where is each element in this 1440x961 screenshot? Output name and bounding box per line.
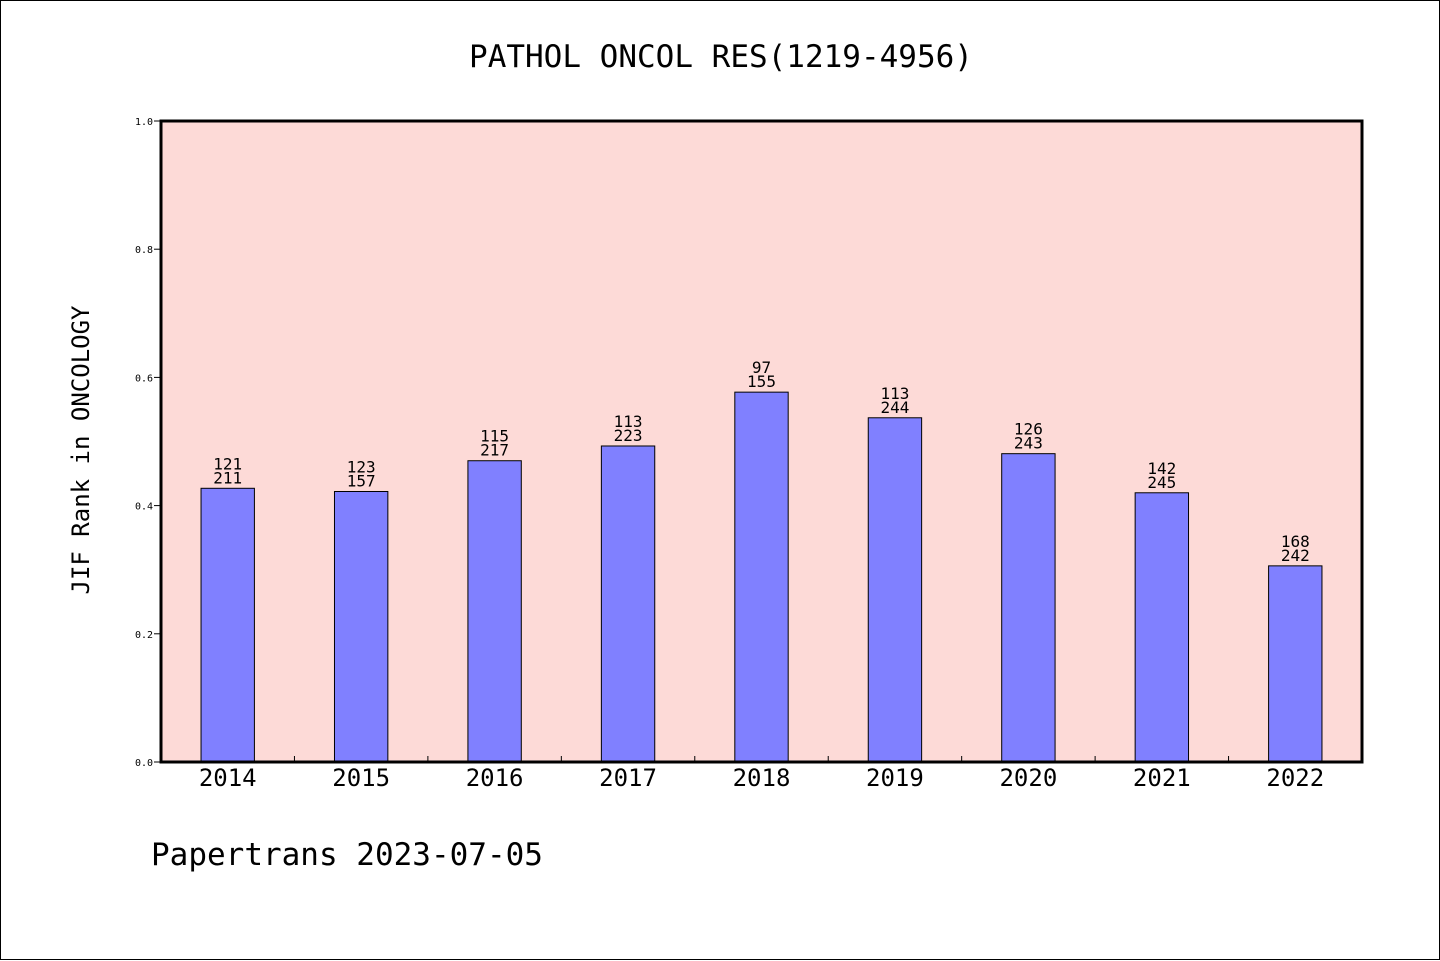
x-tick-label: 2021 [1133,764,1191,792]
bar-series [200,391,1323,763]
x-tick-label: 2020 [999,764,1057,792]
rank-label: 121 [213,454,242,473]
bar [867,417,923,763]
x-tick-label: 2015 [332,764,390,792]
total-label: 242 [1281,546,1310,565]
rank-label: 113 [614,412,643,431]
rank-label: 123 [347,457,376,476]
bar [1134,492,1190,763]
total-label: 155 [747,372,776,391]
y-tick-label: 0.4 [135,502,153,513]
x-axis-ticks: 2014 2015 2016 2017 2018 2019 2020 2021 2022 [199,756,1324,792]
x-tick-label: 2014 [199,764,257,792]
total-label: 245 [1147,473,1176,492]
source-footer: Papertrans 2023-07-05 [151,837,543,873]
total-label: 223 [614,426,643,445]
x-tick-label: 2018 [733,764,791,792]
rank-label: 142 [1147,459,1176,478]
rank-label: 97 [752,358,771,377]
bar [200,487,255,763]
x-tick-label: 2016 [466,764,524,792]
y-tick-label: 1.0 [135,117,153,128]
rank-label: 126 [1014,420,1043,439]
x-tick-label: 2019 [866,764,924,792]
bar [467,460,522,763]
total-label: 244 [880,398,909,417]
y-tick-label: 0.8 [135,245,153,256]
rank-label: 113 [880,384,909,403]
y-axis-label: JIF Rank in ONCOLOGY [67,305,95,595]
bar [600,445,656,763]
y-tick-label: 0.6 [135,373,153,384]
y-tick-label: 0.0 [135,758,153,769]
bar [734,391,789,763]
bar [1268,565,1323,763]
total-label: 211 [213,468,242,487]
rank-label: 115 [480,427,509,446]
plot-border [159,119,1364,764]
rank-label: 168 [1281,532,1310,551]
bar [1001,453,1056,763]
total-label: 243 [1014,434,1043,453]
x-tick-label: 2017 [599,764,657,792]
x-tick-label: 2022 [1266,764,1324,792]
total-label: 157 [347,471,376,490]
chart-title: PATHOL ONCOL RES(1219-4956) [469,39,973,75]
data-labels: 1212111231571152171132239715511324412624… [213,358,1309,565]
bar [333,490,389,763]
y-tick-label: 0.2 [135,630,153,641]
total-label: 217 [480,441,509,460]
y-axis-ticks: 0.0 0.2 0.4 0.6 0.8 1.0 [135,117,161,769]
